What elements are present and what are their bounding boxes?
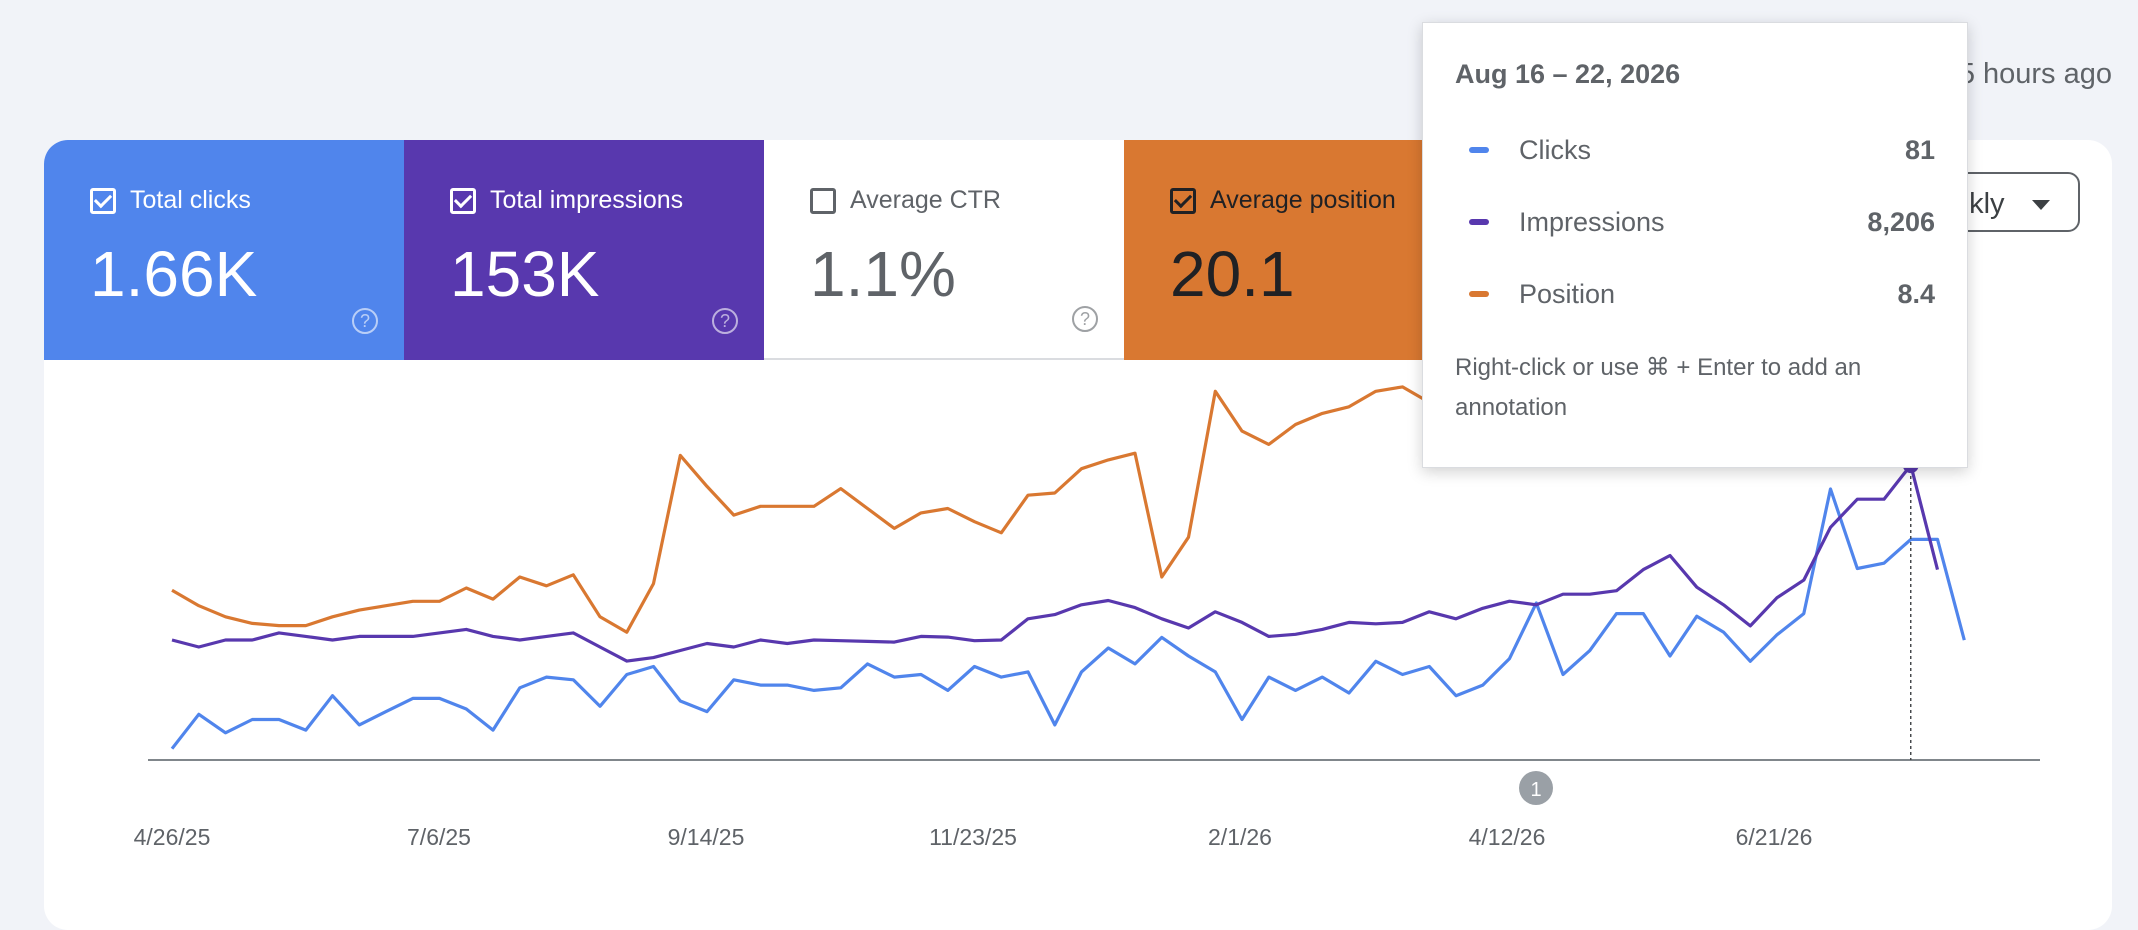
metric-value: 20.1 xyxy=(1170,238,1295,310)
metric-value: 153K xyxy=(450,238,600,310)
metric-label: Average CTR xyxy=(850,186,1001,214)
tooltip-row-label: Clicks xyxy=(1519,134,1591,165)
impressions-legend-swatch xyxy=(1469,219,1489,225)
x-tick-label: 4/12/26 xyxy=(1469,824,1546,850)
help-icon[interactable]: ? xyxy=(1072,306,1098,332)
x-tick-label: 9/14/25 xyxy=(668,824,745,850)
tooltip-row-label: Impressions xyxy=(1519,206,1665,237)
x-tick-label: 11/23/25 xyxy=(929,824,1017,850)
metric-card-total-impressions[interactable]: Total impressions 153K ? xyxy=(404,140,764,360)
tooltip-row-impressions: Impressions 8,206 xyxy=(1455,186,1935,258)
tooltip-row-value: 8.4 xyxy=(1897,278,1935,309)
x-tick-label: 2/1/26 xyxy=(1208,824,1272,850)
help-icon[interactable]: ? xyxy=(712,308,738,334)
clicks-series-line xyxy=(170,487,1966,750)
metric-label: Total impressions xyxy=(490,186,684,214)
checkbox-unchecked-icon[interactable] xyxy=(810,187,836,214)
checkbox-checked-icon[interactable] xyxy=(1170,187,1196,214)
metric-card-average-ctr[interactable]: Average CTR 1.1% ? xyxy=(764,140,1124,360)
tooltip-row-label: Position xyxy=(1519,278,1616,309)
help-icon[interactable]: ? xyxy=(352,308,378,334)
checkbox-checked-icon[interactable] xyxy=(90,187,116,214)
tooltip-row-value: 81 xyxy=(1904,134,1935,165)
tooltip-row-value: 8,206 xyxy=(1867,206,1935,237)
impressions-series-line xyxy=(171,463,1940,663)
clicks-legend-swatch xyxy=(1469,147,1489,153)
tooltip-row-clicks: Clicks 81 xyxy=(1455,114,1935,186)
metric-value: 1.66K xyxy=(90,238,258,310)
chevron-down-icon xyxy=(2032,200,2050,210)
metric-label: Average position xyxy=(1210,186,1396,214)
x-tick-label: 4/26/25 xyxy=(134,824,211,850)
position-legend-swatch xyxy=(1469,291,1489,297)
x-tick-label: 6/21/26 xyxy=(1736,824,1813,850)
checkbox-checked-icon[interactable] xyxy=(450,187,476,214)
metric-label: Total clicks xyxy=(130,186,251,214)
tooltip-row-position: Position 8.4 xyxy=(1455,258,1935,330)
chart-tooltip: Aug 16 – 22, 2026 Clicks 81 Impressions … xyxy=(1422,22,1968,468)
metric-card-total-clicks[interactable]: Total clicks 1.66K ? xyxy=(44,140,404,360)
annotation-marker[interactable] xyxy=(1519,771,1553,805)
metric-value: 1.1% xyxy=(810,238,956,310)
tooltip-date: Aug 16 – 22, 2026 xyxy=(1455,59,1681,89)
tooltip-hint: Right-click or use ⌘ + Enter to add an a… xyxy=(1455,354,1862,421)
annotation-marker-label: 1 xyxy=(1530,779,1541,801)
x-tick-label: 7/6/25 xyxy=(407,824,471,850)
